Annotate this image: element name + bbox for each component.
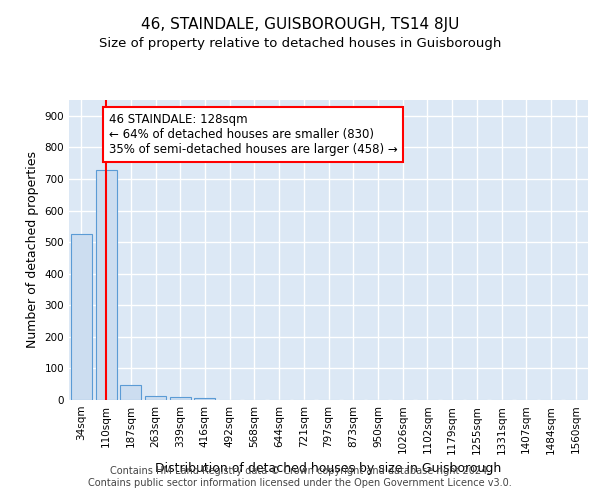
Text: Contains HM Land Registry data © Crown copyright and database right 2024.
Contai: Contains HM Land Registry data © Crown c… <box>88 466 512 487</box>
Text: 46, STAINDALE, GUISBOROUGH, TS14 8JU: 46, STAINDALE, GUISBOROUGH, TS14 8JU <box>141 18 459 32</box>
Bar <box>120 385 141 400</box>
Bar <box>95 170 116 400</box>
Text: 46 STAINDALE: 128sqm
← 64% of detached houses are smaller (830)
35% of semi-deta: 46 STAINDALE: 128sqm ← 64% of detached h… <box>109 112 397 156</box>
Bar <box>194 398 215 400</box>
Y-axis label: Number of detached properties: Number of detached properties <box>26 152 39 348</box>
Bar <box>170 398 191 400</box>
X-axis label: Distribution of detached houses by size in Guisborough: Distribution of detached houses by size … <box>155 462 502 475</box>
Bar <box>71 234 92 400</box>
Text: Size of property relative to detached houses in Guisborough: Size of property relative to detached ho… <box>99 38 501 51</box>
Bar <box>145 396 166 400</box>
